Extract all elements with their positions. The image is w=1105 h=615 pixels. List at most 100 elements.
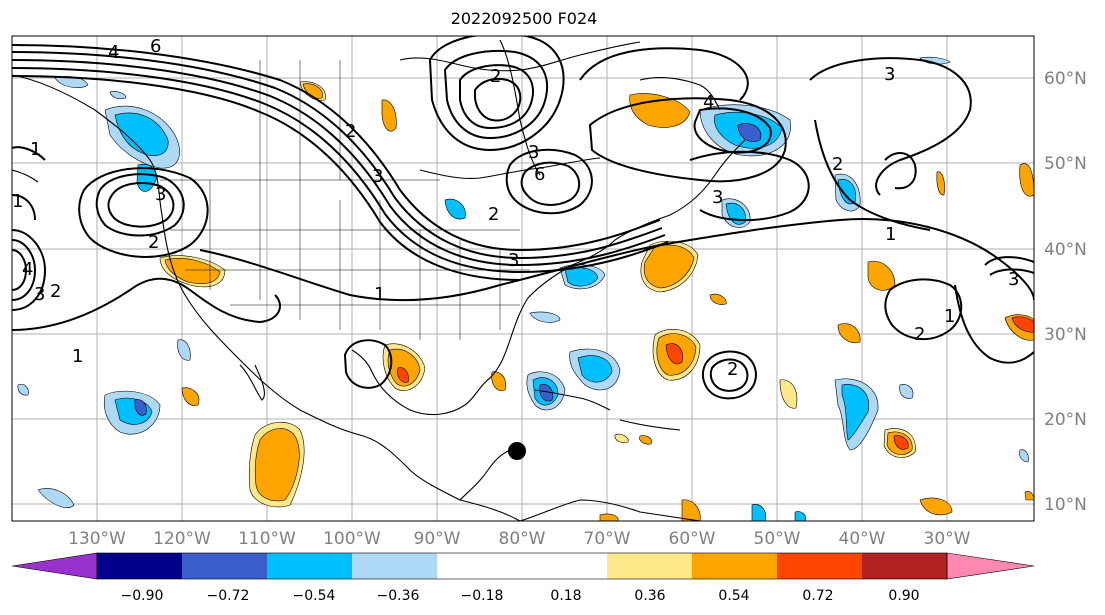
contour-label: 2 bbox=[345, 121, 356, 142]
pos-anomaly-region bbox=[387, 348, 421, 387]
contour-label: 4 bbox=[703, 92, 714, 113]
contour-lines bbox=[12, 36, 1034, 400]
contour-label: 1 bbox=[944, 306, 955, 327]
pos-anomaly-region bbox=[681, 499, 701, 521]
lon-label: 100°W bbox=[323, 529, 381, 549]
colorbar-segment bbox=[182, 553, 267, 579]
pos-anomaly-region bbox=[397, 367, 409, 383]
map-border bbox=[11, 35, 1035, 522]
lon-label: 80°W bbox=[499, 529, 546, 549]
lat-label: 60°N bbox=[1044, 69, 1087, 89]
colorbar-segment bbox=[607, 553, 692, 579]
contour-label: 2 bbox=[50, 281, 61, 302]
colorbar-segment bbox=[437, 553, 607, 579]
pos-anomaly-region bbox=[254, 428, 300, 502]
lat-label: 40°N bbox=[1044, 240, 1087, 260]
neg-anomaly-region bbox=[109, 91, 127, 100]
lon-label: 110°W bbox=[238, 529, 296, 549]
neg-anomaly-region bbox=[539, 384, 553, 402]
contour-label-group: 6 4 2 2 3 4 3 3 2 1 1 1 3 6 2 3 2 3 1 1 … bbox=[12, 36, 1019, 380]
colorbar-tick: −0.72 bbox=[207, 588, 250, 604]
pos-anomaly-region bbox=[491, 371, 506, 391]
pos-anomaly-region bbox=[381, 99, 397, 132]
contour-label: 3 bbox=[155, 184, 166, 205]
pos-anomaly-region bbox=[599, 513, 619, 521]
neg-anomaly-region bbox=[751, 504, 766, 521]
colorbar-min-extension bbox=[11, 552, 98, 580]
neg-anomaly-region bbox=[841, 384, 869, 441]
neg-anomaly-region bbox=[37, 488, 75, 509]
pos-anomaly-region bbox=[614, 433, 629, 443]
contour-label: 1 bbox=[30, 139, 41, 160]
neg-anomaly-region bbox=[444, 198, 466, 220]
colorbar-tick: −0.54 bbox=[293, 588, 336, 604]
contour-label: 1 bbox=[885, 224, 896, 245]
colorbar-segment bbox=[862, 553, 947, 579]
lon-label: 90°W bbox=[414, 529, 461, 549]
pos-anomaly-region bbox=[643, 244, 695, 289]
pos-anomaly-region bbox=[893, 435, 909, 450]
contour-label: 3 bbox=[34, 284, 45, 305]
contour-label: 2 bbox=[727, 359, 738, 380]
contour-label: 6 bbox=[534, 164, 545, 185]
contour-label: 4 bbox=[22, 259, 33, 280]
neg-anomaly-region bbox=[737, 123, 762, 142]
anomaly-fill-layer bbox=[17, 56, 1034, 521]
colorbar: −0.90 −0.72 −0.54 −0.36 −0.18 0.18 0.36 … bbox=[11, 552, 1035, 604]
pos-anomaly-region bbox=[1019, 163, 1034, 197]
lon-label: 50°W bbox=[754, 529, 801, 549]
neg-anomaly-region bbox=[794, 511, 807, 521]
colorbar-tick: 0.54 bbox=[718, 588, 749, 604]
colorbar-tick: 0.36 bbox=[634, 588, 665, 604]
pos-anomaly-region bbox=[837, 323, 861, 343]
latitude-labels: 60°N 50°N 40°N 30°N 20°N 10°N bbox=[1044, 69, 1087, 515]
pos-anomaly-region bbox=[779, 379, 798, 409]
pos-anomaly-region bbox=[164, 258, 221, 284]
lat-label: 20°N bbox=[1044, 410, 1087, 430]
pos-anomaly-region bbox=[1011, 316, 1034, 333]
contour-label: 1 bbox=[12, 191, 23, 212]
pos-anomaly-region bbox=[709, 293, 727, 305]
colorbar-tick: 0.90 bbox=[888, 588, 919, 604]
colorbar-segment bbox=[352, 553, 437, 579]
neg-anomaly-region bbox=[114, 112, 169, 156]
colorbar-segment bbox=[777, 553, 862, 579]
pos-anomaly-region bbox=[639, 435, 653, 445]
pos-anomaly-region bbox=[665, 343, 683, 365]
contour-label: 2 bbox=[488, 204, 499, 225]
contour-label: 4 bbox=[108, 42, 119, 63]
lat-label: 30°N bbox=[1044, 325, 1087, 345]
pos-anomaly-region bbox=[919, 497, 953, 516]
colorbar-tick: −0.36 bbox=[377, 588, 420, 604]
lon-label: 30°W bbox=[924, 529, 971, 549]
lat-label: 10°N bbox=[1044, 495, 1087, 515]
neg-anomaly-region bbox=[1019, 449, 1029, 463]
map-title: 2022092500 F024 bbox=[450, 9, 598, 28]
pos-anomaly-region bbox=[936, 171, 945, 196]
lon-label: 130°W bbox=[68, 529, 126, 549]
neg-anomaly-region bbox=[177, 339, 191, 361]
neg-anomaly-region bbox=[17, 383, 29, 396]
contour-label: 3 bbox=[712, 187, 723, 208]
neg-anomaly-region bbox=[577, 355, 613, 383]
contour-label: 6 bbox=[150, 36, 161, 57]
pos-anomaly-region bbox=[181, 387, 200, 406]
neg-anomaly-region bbox=[134, 399, 147, 416]
neg-anomaly-region bbox=[529, 311, 561, 323]
longitude-labels: 130°W 120°W 110°W 100°W 90°W 80°W 70°W 6… bbox=[68, 529, 971, 549]
pos-anomaly-region bbox=[302, 83, 323, 99]
lat-label: 50°N bbox=[1044, 154, 1087, 174]
contour-label: 3 bbox=[372, 166, 383, 187]
lon-label: 60°W bbox=[669, 529, 716, 549]
colorbar-segment bbox=[267, 553, 352, 579]
colorbar-segment bbox=[692, 553, 777, 579]
contour-label: 1 bbox=[72, 346, 83, 367]
neg-anomaly-region bbox=[837, 178, 856, 205]
colorbar-segment bbox=[97, 553, 182, 579]
political-borders bbox=[160, 60, 530, 340]
contour-label: 3 bbox=[884, 64, 895, 85]
colorbar-max-extension bbox=[946, 552, 1035, 580]
contour-label: 3 bbox=[508, 250, 519, 271]
contour-label: 1 bbox=[374, 284, 385, 305]
colorbar-tick: −0.90 bbox=[121, 588, 164, 604]
